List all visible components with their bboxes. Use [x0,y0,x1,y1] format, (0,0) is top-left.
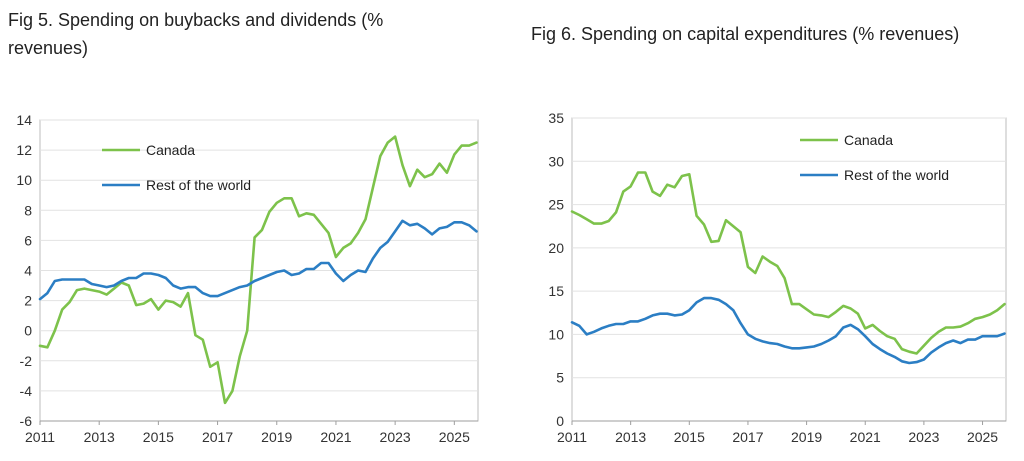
legend-label-rest-of-the-world: Rest of the world [844,167,949,183]
x-tick-label: 2015 [143,429,174,445]
y-tick-label: 12 [16,142,32,158]
y-tick-label: 14 [16,112,32,128]
y-tick-label: 6 [24,232,32,248]
y-tick-label: 35 [548,110,564,126]
plot-area [571,117,1007,422]
y-tick-label: 25 [548,197,564,213]
y-tick-label: -4 [20,383,33,399]
series-line-rest-of-the-world [38,219,478,301]
y-tick-label: 10 [548,326,564,342]
x-tick-label: 2021 [320,429,351,445]
legend-label-canada: Canada [146,142,195,158]
chart-title-capex: Fig 6. Spending on capital expenditures … [531,24,960,44]
y-tick-label: 0 [556,413,564,429]
chart-title-buybacks: Fig 5. Spending on buybacks and dividend… [8,10,384,58]
x-tick-label: 2023 [908,429,939,445]
y-tick-label: 2 [24,293,32,309]
x-tick-label: 2013 [615,429,646,445]
x-tick-label: 2019 [261,429,292,445]
x-tick-label: 2019 [791,429,822,445]
y-tick-label: 10 [16,172,32,188]
x-tick-label: 2017 [202,429,233,445]
x-tick-label: 2013 [84,429,115,445]
legend-label-canada: Canada [844,132,893,148]
y-tick-label: -2 [20,353,33,369]
y-tick-label: 4 [24,263,32,279]
x-tick-label: 2015 [674,429,705,445]
y-tick-label: 15 [548,283,564,299]
x-tick-label: 2023 [380,429,411,445]
y-tick-label: -6 [20,413,33,429]
series-line-rest-of-the-world [570,296,1006,365]
y-tick-label: 8 [24,202,32,218]
x-tick-label: 2011 [25,429,55,445]
y-tick-label: 30 [548,153,564,169]
series-line-canada [38,135,478,405]
chart-1: -6 -4 -2 0 2 4 6 8 10 12 14 2011 2013 2015 2017 2019 202… [16,112,479,445]
x-tick-label: 2021 [850,429,881,445]
y-tick-label: 0 [24,323,32,339]
y-tick-label: 5 [556,370,564,386]
x-tick-label: 2025 [439,429,470,445]
x-tick-label: 2025 [967,429,998,445]
legend-label-rest-of-the-world: Rest of the world [146,177,251,193]
series-line-canada [570,171,1006,355]
y-tick-label: 20 [548,240,564,256]
x-tick-label: 2011 [557,429,587,445]
x-tick-label: 2017 [732,429,763,445]
